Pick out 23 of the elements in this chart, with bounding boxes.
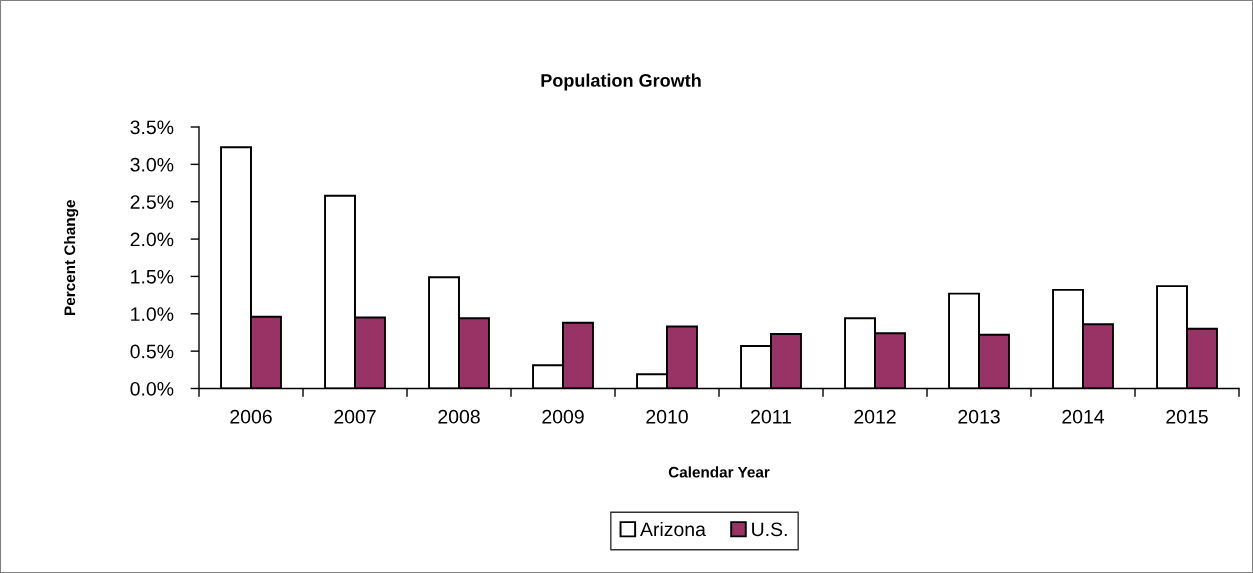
y-tick-label: 1.0%	[131, 307, 174, 322]
x-tick-label: 2010	[646, 409, 688, 424]
x-tick-label: 2006	[230, 409, 272, 424]
x-tick-label: 2007	[334, 409, 376, 424]
y-axis-title: Percent Change	[63, 200, 79, 315]
y-tick-label: 0.5%	[130, 344, 174, 359]
x-tick-label: 2008	[438, 409, 480, 424]
y-tick-label: 3.0%	[130, 157, 174, 172]
x-tick-label: 2014	[1062, 409, 1105, 424]
x-axis-title: Calendar Year	[668, 466, 770, 478]
x-tick-label: 2009	[542, 409, 584, 424]
y-tick-label: 0.0%	[130, 381, 174, 396]
y-tick-label: 3.5%	[130, 120, 174, 135]
x-tick-label: 2015	[1166, 409, 1208, 424]
legend-label: U.S.	[752, 522, 787, 537]
y-tick-label: 1.5%	[131, 269, 174, 284]
x-tick-label: 2012	[854, 409, 896, 424]
x-tick-label: 2011	[751, 409, 791, 424]
x-tick-label: 2013	[958, 409, 1000, 424]
legend-label: Arizona	[640, 521, 706, 537]
chart-title: Population Growth	[541, 73, 701, 91]
y-tick-label: 2.0%	[130, 232, 174, 247]
y-tick-label: 2.5%	[130, 195, 174, 209]
